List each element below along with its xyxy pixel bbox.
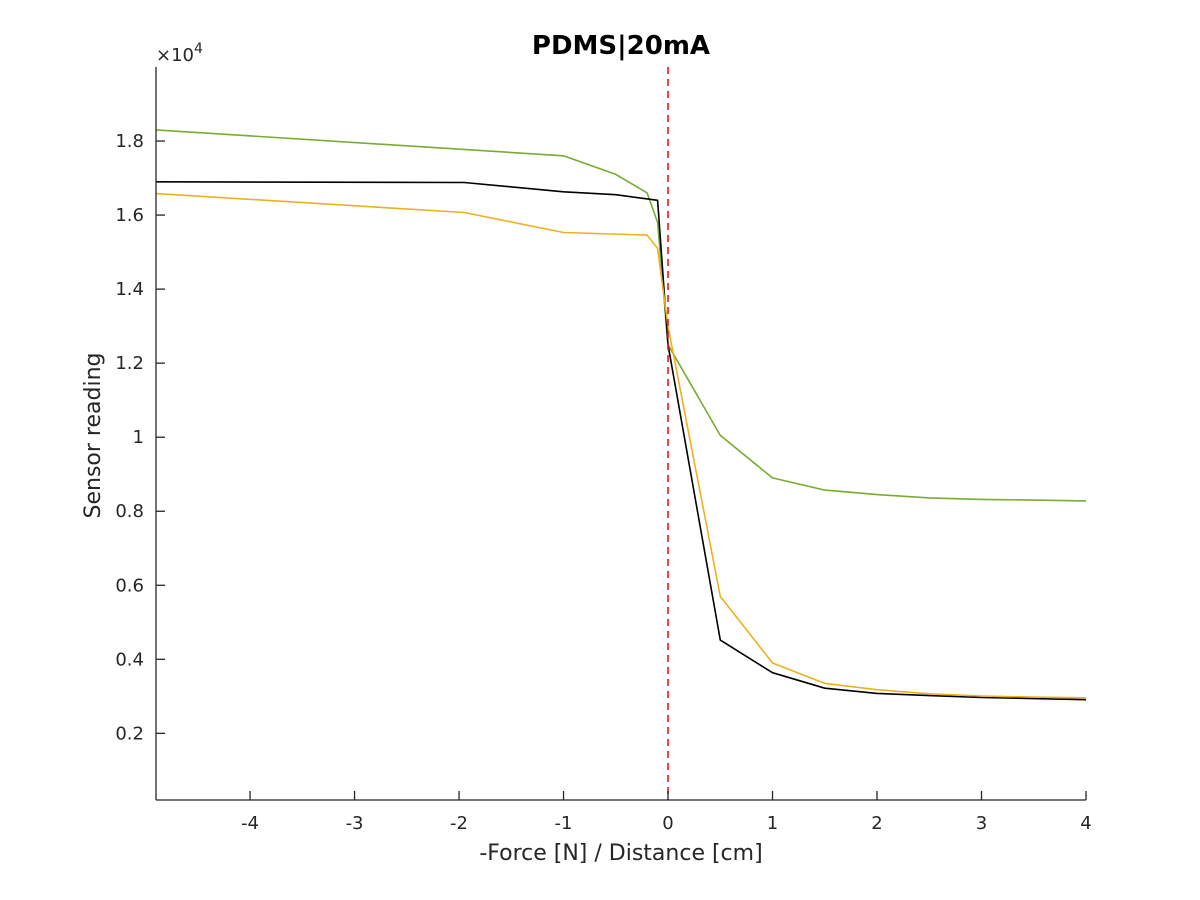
y-tick-label: 1 xyxy=(133,427,144,448)
x-tick-label: -3 xyxy=(346,813,364,834)
y-tick-label: 1.8 xyxy=(115,131,144,152)
x-tick-label: 0 xyxy=(662,813,673,834)
y-axis-title: Sensor reading xyxy=(81,353,106,519)
y-tick-label: 1.6 xyxy=(115,205,144,226)
x-axis-title: -Force [N] / Distance [cm] xyxy=(479,841,762,866)
y-tick-label: 0.2 xyxy=(115,723,144,744)
chart-title: PDMS|20mA xyxy=(532,31,710,61)
y-tick-label: 1.2 xyxy=(115,353,144,374)
x-tick-label: 1 xyxy=(767,813,778,834)
x-tick-label: -4 xyxy=(241,813,259,834)
plot-area xyxy=(155,67,1087,800)
x-tick-label: -1 xyxy=(555,813,573,834)
x-tick-label: 3 xyxy=(976,813,987,834)
y-multiplier-exponent: 4 xyxy=(194,41,203,57)
x-tick-label: 2 xyxy=(871,813,882,834)
series-line-3 xyxy=(155,192,1087,699)
x-axis: -4 -3 -2 -1 0 1 2 3 4 xyxy=(156,791,1092,834)
y-axis-multiplier: ×104 xyxy=(156,41,203,66)
x-tick-label: -2 xyxy=(450,813,468,834)
y-axis: 0.2 0.4 0.6 0.8 1 1.2 1.4 1.6 1.8 xyxy=(115,67,165,800)
y-tick-label: 0.8 xyxy=(115,501,144,522)
y-tick-label: 0.4 xyxy=(115,649,144,670)
series-line-2 xyxy=(155,181,1087,701)
y-tick-label: 1.4 xyxy=(115,279,144,300)
y-tick-label: 0.6 xyxy=(115,575,144,596)
x-tick-label: 4 xyxy=(1080,813,1091,834)
series-line-1 xyxy=(155,129,1087,502)
y-multiplier-base: ×10 xyxy=(156,45,194,66)
